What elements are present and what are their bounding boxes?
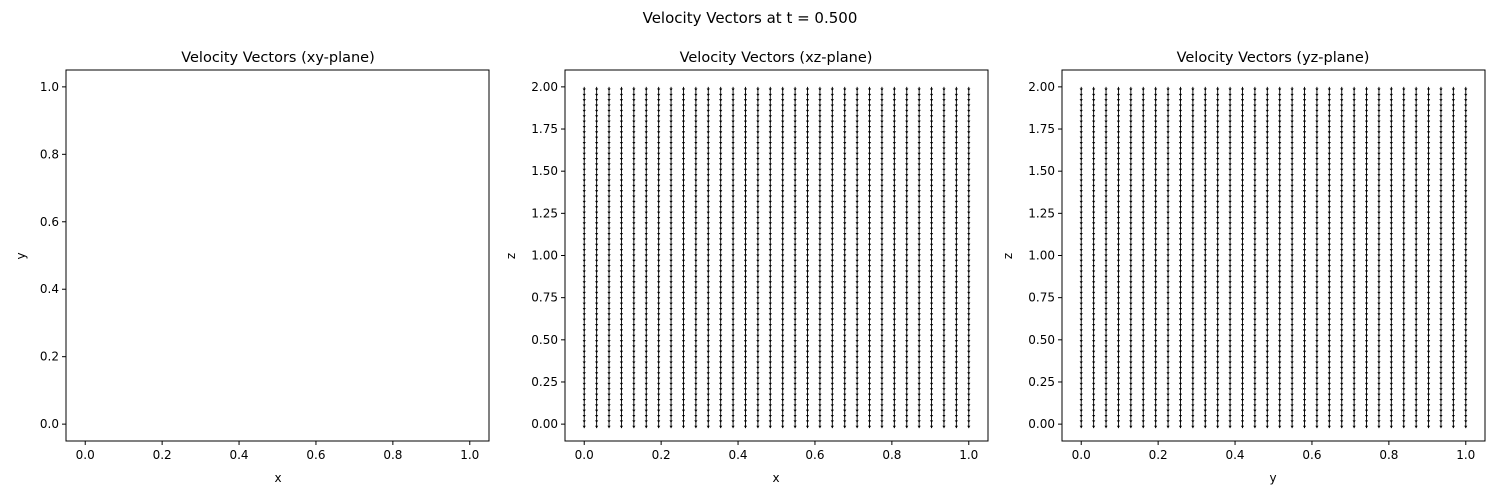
y-tick-label: 1.00 [531, 249, 558, 263]
y-tick-label: 2.00 [531, 80, 558, 94]
subplot-title: Velocity Vectors (xz-plane) [680, 50, 873, 66]
x-tick-label: 0.4 [728, 448, 747, 462]
y-tick-label: 0.00 [531, 417, 558, 431]
x-tick-label: 0.4 [229, 448, 248, 462]
y-tick-label: 0.75 [1028, 291, 1055, 305]
y-axis-label: z [504, 253, 518, 259]
axes-frame [65, 69, 490, 442]
y-tick-label: 1.0 [40, 80, 59, 94]
subplot-title: Velocity Vectors (yz-plane) [1177, 50, 1370, 66]
plot-area: 0.0 0.2 0.4 0.6 0.8 1.0 0.0 0.2 0.4 0.6 0.8 1.0 [40, 69, 490, 462]
y-tick-label: 0.0 [40, 417, 59, 431]
subplot-yz: Velocity Vectors (yz-plane) y z 0.0 0.2 0.… [1001, 50, 1486, 485]
plot-area: 0.0 0.2 0.4 0.6 0.8 1.0 0.00 0.25 0.50 0.75 1.00 1.… [1028, 69, 1486, 462]
y-tick-label: 0.8 [40, 147, 59, 161]
subplot-title: Velocity Vectors (xy-plane) [181, 50, 375, 66]
x-tick-label: 0.0 [1072, 448, 1091, 462]
x-axis-label: y [1269, 471, 1276, 485]
y-tick-label: 1.25 [531, 206, 558, 220]
x-axis-label: x [274, 471, 281, 485]
y-tick-label: 1.75 [531, 122, 558, 136]
x-tick-label: 0.6 [805, 448, 824, 462]
x-tick-label: 0.0 [575, 448, 594, 462]
y-tick-label: 0.00 [1028, 417, 1055, 431]
x-tick-label: 0.6 [306, 448, 325, 462]
x-tick-label: 0.6 [1302, 448, 1321, 462]
x-tick-label: 0.2 [652, 448, 671, 462]
y-tick-label: 1.50 [531, 164, 558, 178]
x-tick-label: 1.0 [959, 448, 978, 462]
y-tick-label: 0.50 [531, 333, 558, 347]
axes-frame [1061, 69, 1486, 442]
y-tick-label: 0.50 [1028, 333, 1055, 347]
x-tick-label: 1.0 [460, 448, 479, 462]
x-tick-label: 0.8 [1379, 448, 1398, 462]
figure-title: Velocity Vectors at t = 0.500 [643, 9, 858, 27]
y-tick-label: 1.00 [1028, 249, 1055, 263]
axes-frame [564, 69, 989, 442]
y-tick-label: 0.75 [531, 291, 558, 305]
y-tick-label: 0.6 [40, 215, 59, 229]
x-tick-label: 0.8 [383, 448, 402, 462]
y-axis-label: y [14, 252, 28, 259]
x-tick-label: 0.2 [153, 448, 172, 462]
x-tick-label: 0.8 [882, 448, 901, 462]
x-tick-label: 0.4 [1225, 448, 1244, 462]
y-tick-label: 0.4 [40, 282, 59, 296]
subplot-xy: Velocity Vectors (xy-plane) x y 0.0 0.2 0.… [14, 50, 490, 485]
subplot-xz: Velocity Vectors (xz-plane) x z 0.0 0.2 0.… [504, 50, 989, 485]
y-tick-label: 1.75 [1028, 122, 1055, 136]
y-tick-label: 0.25 [531, 375, 558, 389]
y-tick-label: 2.00 [1028, 80, 1055, 94]
x-tick-label: 0.2 [1149, 448, 1168, 462]
plot-area: 0.0 0.2 0.4 0.6 0.8 1.0 0.00 0.25 0.50 0.75 1.00 1.… [531, 69, 989, 462]
vector-field [1079, 86, 1468, 429]
y-tick-label: 0.2 [40, 350, 59, 364]
x-tick-label: 0.0 [76, 448, 95, 462]
x-axis-label: x [772, 471, 779, 485]
vector-field [582, 86, 971, 429]
y-tick-label: 1.25 [1028, 206, 1055, 220]
y-tick-label: 0.25 [1028, 375, 1055, 389]
y-axis-label: z [1001, 253, 1015, 259]
y-tick-label: 1.50 [1028, 164, 1055, 178]
x-tick-label: 1.0 [1456, 448, 1475, 462]
